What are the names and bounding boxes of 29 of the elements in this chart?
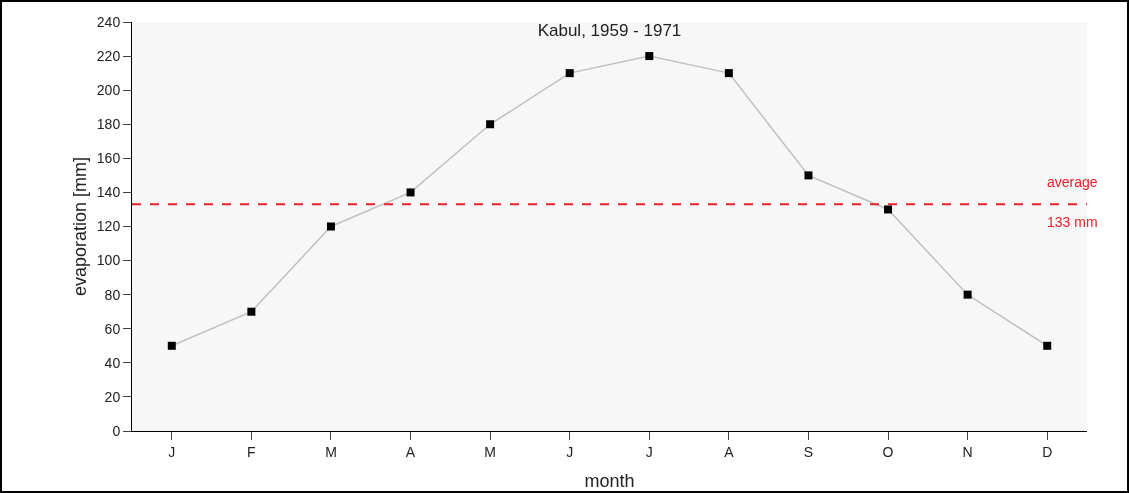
y-tick-label: 220 [96,47,121,64]
y-tick-label: 0 [112,422,121,439]
y-tick-label: 180 [96,116,121,133]
x-tick-label: M [325,443,337,460]
text: average 133 mm [1047,174,1098,230]
x-tick-label: J [168,443,176,460]
y-tick-label: 160 [96,150,121,167]
y-tick-label: 240 [96,13,121,30]
x-tick-label: M [484,443,496,460]
y-tick-label: 140 [96,184,121,201]
y-tick-label: 200 [96,82,121,99]
x-tick-label: D [1042,443,1053,460]
x-tick-label: O [882,443,894,460]
x-tick-label: J [566,443,574,460]
y-axis-title: evaporation [mm] [70,156,90,297]
x-tick-label: J [645,443,653,460]
x-tick-label: A [405,443,416,460]
chart-title: Kabul, 1959 - 1971 [537,20,682,40]
y-tick-label: 20 [104,388,121,405]
x-tick-label: S [803,443,814,460]
y-tick-label: 120 [96,218,121,235]
x-tick-label: N [962,443,973,460]
x-axis-title: month [584,471,635,491]
y-tick-label: 60 [104,320,121,337]
y-tick-label: 40 [104,354,121,371]
y-tick-label: 100 [96,252,121,269]
x-tick-label: F [247,443,256,460]
y-tick-label: 80 [104,286,121,303]
x-tick-label: A [724,443,735,460]
